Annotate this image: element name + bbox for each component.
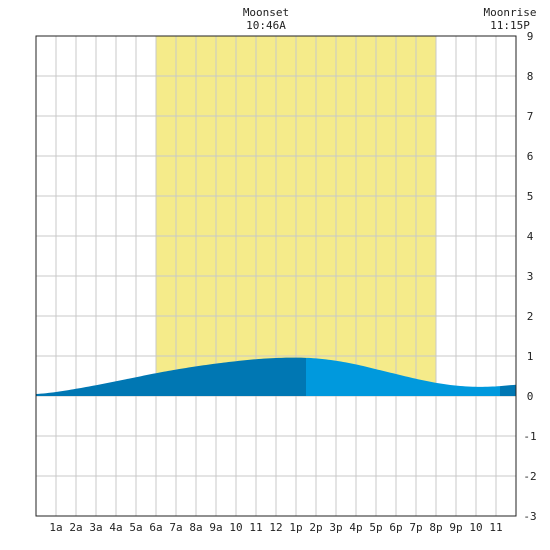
- x-tick-label: 9a: [209, 521, 222, 534]
- x-tick-label: 11: [249, 521, 262, 534]
- y-tick-label: -2: [523, 470, 536, 483]
- x-tick-label: 8p: [429, 521, 442, 534]
- x-tick-label: 6a: [149, 521, 162, 534]
- x-tick-label: 3a: [89, 521, 102, 534]
- y-tick-label: -1: [523, 430, 536, 443]
- tide-segment-0: [36, 357, 306, 396]
- y-tick-label: 3: [527, 270, 534, 283]
- x-tick-label: 1a: [49, 521, 62, 534]
- tide-curve: [36, 357, 516, 396]
- x-tick-label: 7a: [169, 521, 182, 534]
- x-tick-label: 4p: [349, 521, 362, 534]
- moon-event-time: 10:46A: [246, 19, 286, 32]
- y-tick-label: 5: [527, 190, 534, 203]
- x-tick-label: 3p: [329, 521, 342, 534]
- y-tick-label: 9: [527, 30, 534, 43]
- x-tick-label: 11: [489, 521, 502, 534]
- x-tick-label: 10: [229, 521, 242, 534]
- x-tick-label: 1p: [289, 521, 302, 534]
- y-tick-label: 8: [527, 70, 534, 83]
- x-tick-label: 8a: [189, 521, 202, 534]
- x-tick-label: 5a: [129, 521, 142, 534]
- y-tick-label: 6: [527, 150, 534, 163]
- tide-segment-2: [500, 384, 516, 396]
- grid: [35, 35, 517, 517]
- y-tick-label: 7: [527, 110, 534, 123]
- y-tick-label: 0: [527, 390, 534, 403]
- x-tick-label: 12: [269, 521, 282, 534]
- x-tick-label: 2a: [69, 521, 82, 534]
- tick-labels: 1a 2a 3a 4a 5a 6a 7a 8a 9a 10 11 12 1p 2p 3p 4p 5p 6p 7p 8p…: [49, 30, 536, 534]
- x-tick-label: 7p: [409, 521, 422, 534]
- x-tick-label: 4a: [109, 521, 122, 534]
- y-tick-label: 1: [527, 350, 534, 363]
- x-tick-label: 9p: [449, 521, 462, 534]
- moon-event-time: 11:15P: [490, 19, 530, 32]
- y-tick-label: -3: [523, 510, 536, 523]
- x-tick-label: 5p: [369, 521, 382, 534]
- x-tick-label: 6p: [389, 521, 402, 534]
- x-tick-label: 2p: [309, 521, 322, 534]
- y-tick-label: 2: [527, 310, 534, 323]
- axes: [35, 35, 517, 517]
- moon-event-label: Moonrise: [484, 6, 537, 19]
- x-tick-label: 10: [469, 521, 482, 534]
- tide-segment-1: [306, 357, 500, 396]
- plot-border: [35, 35, 517, 517]
- moon-event-label: Moonset: [243, 6, 289, 19]
- y-tick-label: 4: [527, 230, 534, 243]
